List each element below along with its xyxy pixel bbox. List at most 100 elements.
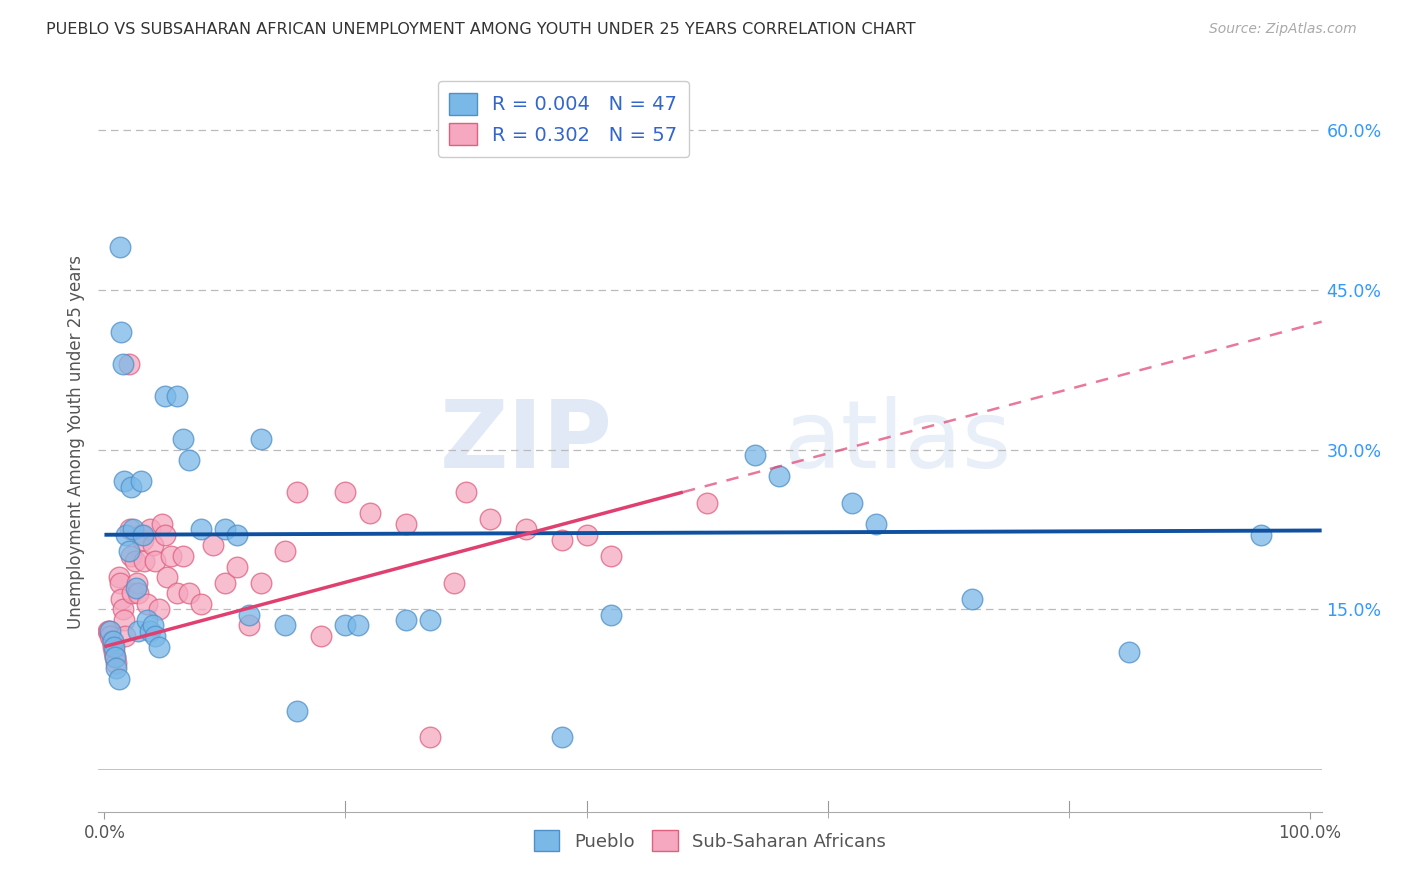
- Point: [125, 575, 148, 590]
- Point: [166, 586, 188, 600]
- Point: [865, 517, 887, 532]
- Point: [135, 613, 157, 627]
- Point: [100, 634, 122, 648]
- Point: [97, 624, 120, 638]
- Point: [129, 475, 152, 489]
- Point: [214, 575, 236, 590]
- Point: [114, 629, 136, 643]
- Point: [104, 650, 127, 665]
- Point: [285, 704, 308, 718]
- Point: [110, 591, 132, 606]
- Point: [142, 618, 165, 632]
- Point: [172, 432, 194, 446]
- Point: [551, 533, 574, 547]
- Point: [127, 624, 149, 638]
- Point: [143, 629, 166, 643]
- Point: [159, 549, 181, 563]
- Point: [166, 389, 188, 403]
- Text: PUEBLO VS SUBSAHARAN AFRICAN UNEMPLOYMENT AMONG YOUTH UNDER 25 YEARS CORRELATION: PUEBLO VS SUBSAHARAN AFRICAN UNEMPLOYMEN…: [46, 22, 917, 37]
- Point: [744, 448, 766, 462]
- Point: [226, 559, 249, 574]
- Point: [122, 523, 145, 537]
- Point: [108, 240, 131, 254]
- Point: [960, 591, 983, 606]
- Point: [111, 357, 134, 371]
- Point: [311, 629, 333, 643]
- Point: [156, 570, 179, 584]
- Point: [127, 586, 149, 600]
- Point: [515, 523, 537, 537]
- Point: [108, 570, 131, 584]
- Point: [238, 607, 260, 622]
- Point: [143, 554, 166, 568]
- Point: [419, 730, 441, 744]
- Point: [359, 507, 381, 521]
- Point: [443, 575, 465, 590]
- Point: [105, 661, 128, 675]
- Point: [124, 554, 146, 568]
- Point: [139, 624, 162, 638]
- Point: [100, 624, 122, 638]
- Point: [190, 523, 212, 537]
- Point: [177, 453, 200, 467]
- Point: [132, 527, 155, 541]
- Point: [112, 475, 135, 489]
- Point: [395, 517, 418, 532]
- Point: [177, 586, 200, 600]
- Point: [112, 613, 135, 627]
- Point: [101, 640, 124, 654]
- Point: [142, 538, 165, 552]
- Point: [104, 650, 127, 665]
- Point: [238, 618, 260, 632]
- Point: [148, 640, 170, 654]
- Point: [551, 730, 574, 744]
- Point: [150, 517, 173, 532]
- Point: [98, 624, 121, 638]
- Text: atlas: atlas: [783, 395, 1012, 488]
- Point: [118, 523, 141, 537]
- Point: [201, 538, 224, 552]
- Point: [335, 485, 357, 500]
- Point: [395, 613, 418, 627]
- Point: [250, 575, 273, 590]
- Legend: Pueblo, Sub-Saharan Africans: Pueblo, Sub-Saharan Africans: [527, 823, 893, 858]
- Point: [120, 480, 142, 494]
- Point: [190, 597, 212, 611]
- Point: [120, 549, 142, 563]
- Point: [214, 523, 236, 537]
- Point: [274, 618, 297, 632]
- Point: [117, 543, 139, 558]
- Point: [599, 607, 621, 622]
- Point: [1250, 527, 1272, 541]
- Point: [346, 618, 368, 632]
- Point: [135, 597, 157, 611]
- Point: [250, 432, 273, 446]
- Text: Source: ZipAtlas.com: Source: ZipAtlas.com: [1209, 22, 1357, 37]
- Point: [599, 549, 621, 563]
- Point: [226, 527, 249, 541]
- Point: [100, 629, 122, 643]
- Point: [285, 485, 308, 500]
- Point: [125, 581, 148, 595]
- Point: [132, 533, 155, 547]
- Point: [575, 527, 598, 541]
- Point: [768, 469, 790, 483]
- Point: [110, 326, 132, 340]
- Point: [335, 618, 357, 632]
- Point: [148, 602, 170, 616]
- Text: ZIP: ZIP: [439, 395, 612, 488]
- Point: [108, 672, 131, 686]
- Point: [103, 640, 125, 654]
- Point: [111, 602, 134, 616]
- Point: [454, 485, 477, 500]
- Point: [172, 549, 194, 563]
- Y-axis label: Unemployment Among Youth under 25 years: Unemployment Among Youth under 25 years: [66, 254, 84, 629]
- Point: [479, 512, 502, 526]
- Point: [696, 496, 718, 510]
- Point: [108, 575, 131, 590]
- Point: [153, 389, 176, 403]
- Point: [134, 554, 156, 568]
- Point: [419, 613, 441, 627]
- Point: [115, 527, 138, 541]
- Point: [129, 527, 152, 541]
